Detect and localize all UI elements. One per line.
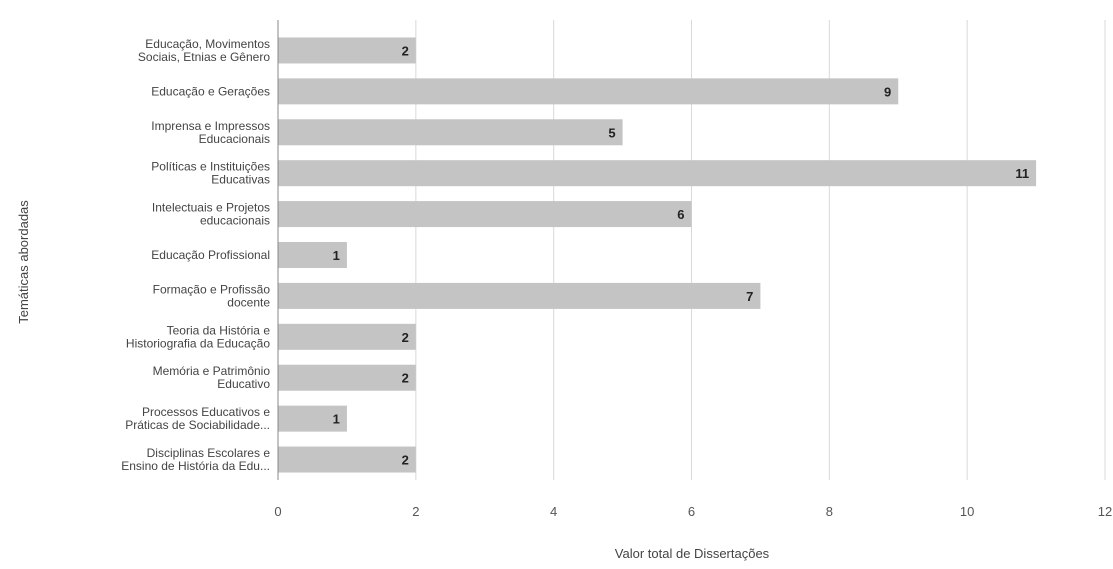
category-label: Formação e Profissão docente xyxy=(153,282,271,309)
category-label: Imprensa e Impressos Educacionais xyxy=(151,119,270,146)
data-label: 6 xyxy=(677,207,684,222)
category-label: Intelectuais e Projetos educacionais xyxy=(152,201,270,228)
category-label: Políticas e Instituições Educativas xyxy=(151,160,270,187)
bar xyxy=(278,78,899,105)
category-label: Educação e Gerações xyxy=(151,84,270,98)
bar xyxy=(278,201,692,228)
data-label: 11 xyxy=(1015,166,1029,181)
data-label: 9 xyxy=(884,84,891,99)
x-tick-labels: 0 2 4 6 8 10 12 xyxy=(274,504,1112,519)
data-label: 1 xyxy=(333,412,340,427)
category-label: Educação, Movimentos Sociais, Etnias e Gê… xyxy=(138,37,270,64)
bar xyxy=(278,37,416,64)
category-labels: Educação, Movimentos Sociais, Etnias e Gê… xyxy=(121,37,270,473)
category-label: Educação Profissional xyxy=(151,248,270,262)
x-tick-label: 2 xyxy=(412,504,419,519)
data-label: 2 xyxy=(402,330,409,345)
category-label: Memória e Patrimônio Educativo xyxy=(153,364,271,391)
bar xyxy=(278,160,1037,187)
bars xyxy=(278,37,1037,473)
bar xyxy=(278,323,416,350)
x-tick-label: 12 xyxy=(1098,504,1112,519)
x-tick-label: 6 xyxy=(688,504,695,519)
x-axis-title: Valor total de Dissertações xyxy=(615,546,770,561)
bar xyxy=(278,405,347,432)
x-tick-label: 8 xyxy=(826,504,833,519)
y-axis-title: Temáticas abordadas xyxy=(16,200,31,324)
x-tick-label: 4 xyxy=(550,504,557,519)
data-label: 5 xyxy=(608,125,615,140)
bar xyxy=(278,364,416,391)
x-tick-label: 10 xyxy=(960,504,974,519)
data-label: 1 xyxy=(333,248,340,263)
data-label: 2 xyxy=(402,453,409,468)
data-label: 2 xyxy=(402,371,409,386)
bar xyxy=(278,446,416,473)
bar xyxy=(278,242,347,268)
data-labels: 2 9 5 11 6 1 7 2 2 1 2 xyxy=(333,43,1029,467)
x-tick-label: 0 xyxy=(274,504,281,519)
category-label: Processos Educativos e Práticas de Sociab… xyxy=(125,405,270,432)
data-label: 2 xyxy=(402,43,409,58)
data-label: 7 xyxy=(746,289,753,304)
category-label: Teoria da História e Historiografia da Ed… xyxy=(126,323,270,350)
category-label: Disciplinas Escolares e Ensino de Históri… xyxy=(121,446,270,473)
bar xyxy=(278,119,623,146)
bar xyxy=(278,282,761,309)
